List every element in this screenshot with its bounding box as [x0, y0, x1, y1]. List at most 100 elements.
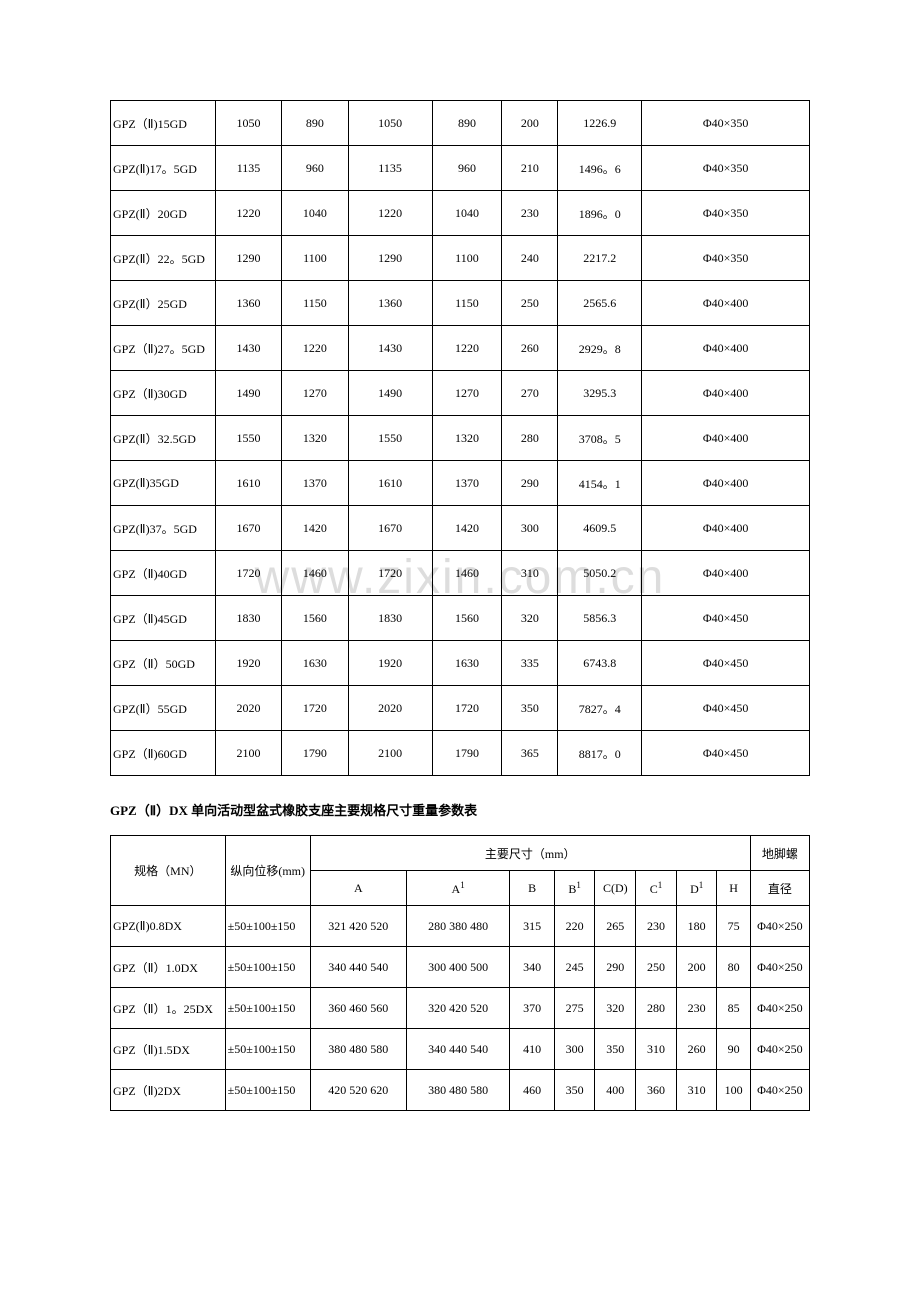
cell: 890	[282, 101, 348, 146]
cell: GPZ(Ⅱ）32.5GD	[111, 416, 216, 461]
col-A: A	[310, 871, 406, 906]
table-dx: 规格（MN） 纵向位移(mm) 主要尺寸（mm） 地脚螺 A A1 B B1 C…	[110, 835, 810, 1111]
cell: 90	[717, 1029, 750, 1070]
cell: 1720	[282, 686, 348, 731]
cell: 340	[510, 947, 554, 988]
cell: ±50±100±150	[225, 988, 310, 1029]
cell: 365	[502, 731, 558, 776]
cell: Φ40×400	[642, 506, 810, 551]
cell: Φ40×400	[642, 326, 810, 371]
cell: 1830	[348, 596, 432, 641]
cell: 1220	[282, 326, 348, 371]
cell: 315	[510, 906, 554, 947]
col-B: B	[510, 871, 554, 906]
cell: 1670	[348, 506, 432, 551]
cell: 230	[636, 906, 677, 947]
table-row: GPZ（Ⅱ）1。25DX±50±100±150360 460 560320 42…	[111, 988, 810, 1029]
cell: GPZ(Ⅱ）55GD	[111, 686, 216, 731]
cell: GPZ(Ⅱ)0.8DX	[111, 906, 226, 947]
cell: 275	[554, 988, 595, 1029]
cell: 1270	[432, 371, 502, 416]
cell: 1550	[348, 416, 432, 461]
cell: ±50±100±150	[225, 906, 310, 947]
cell: 1610	[348, 461, 432, 506]
cell: 1920	[215, 641, 281, 686]
cell: GPZ（Ⅱ）1。25DX	[111, 988, 226, 1029]
cell: 300 400 500	[406, 947, 510, 988]
cell: 320	[595, 988, 636, 1029]
cell: 2217.2	[558, 236, 642, 281]
cell: GPZ(Ⅱ)17。5GD	[111, 146, 216, 191]
cell: 2565.6	[558, 281, 642, 326]
cell: GPZ（Ⅱ)30GD	[111, 371, 216, 416]
table-row: GPZ（Ⅱ)30GD14901270149012702703295.3Φ40×4…	[111, 371, 810, 416]
table-row: GPZ（Ⅱ)15GD105089010508902001226.9Φ40×350	[111, 101, 810, 146]
cell: 1370	[282, 461, 348, 506]
cell: 1150	[282, 281, 348, 326]
cell: ±50±100±150	[225, 1070, 310, 1111]
cell: 1100	[282, 236, 348, 281]
cell: 310	[502, 551, 558, 596]
col-spec: 规格（MN）	[111, 836, 226, 906]
cell: 4154。1	[558, 461, 642, 506]
table-row: GPZ（Ⅱ）50GD19201630192016303356743.8Φ40×4…	[111, 641, 810, 686]
cell: Φ40×400	[642, 281, 810, 326]
cell: 1560	[432, 596, 502, 641]
cell: 1896。0	[558, 191, 642, 236]
cell: ±50±100±150	[225, 947, 310, 988]
cell: 210	[502, 146, 558, 191]
cell: 280	[636, 988, 677, 1029]
cell: 2020	[348, 686, 432, 731]
cell: 100	[717, 1070, 750, 1111]
cell: Φ40×350	[642, 191, 810, 236]
cell: GPZ（Ⅱ)60GD	[111, 731, 216, 776]
cell: Φ40×350	[642, 101, 810, 146]
cell: 1360	[348, 281, 432, 326]
cell: 3708。5	[558, 416, 642, 461]
cell: 1290	[215, 236, 281, 281]
cell: 350	[502, 686, 558, 731]
cell: 890	[432, 101, 502, 146]
cell: 360 460 560	[310, 988, 406, 1029]
cell: 280 380 480	[406, 906, 510, 947]
cell: GPZ(Ⅱ）22。5GD	[111, 236, 216, 281]
cell: 200	[676, 947, 717, 988]
cell: GPZ(Ⅱ）20GD	[111, 191, 216, 236]
table-row: GPZ(Ⅱ）20GD12201040122010402301896。0Φ40×3…	[111, 191, 810, 236]
cell: 3295.3	[558, 371, 642, 416]
cell: Φ40×250	[750, 1029, 809, 1070]
cell: 380 480 580	[310, 1029, 406, 1070]
cell: GPZ(Ⅱ)35GD	[111, 461, 216, 506]
cell: 380 480 580	[406, 1070, 510, 1111]
table-row: GPZ(Ⅱ)35GD16101370161013702904154。1Φ40×4…	[111, 461, 810, 506]
cell: ±50±100±150	[225, 1029, 310, 1070]
cell: 360	[636, 1070, 677, 1111]
cell: Φ40×250	[750, 906, 809, 947]
cell: 6743.8	[558, 641, 642, 686]
cell: Φ40×400	[642, 461, 810, 506]
col-disp: 纵向位移(mm)	[225, 836, 310, 906]
col-A1: A1	[406, 871, 510, 906]
cell: 2929。8	[558, 326, 642, 371]
cell: 1490	[348, 371, 432, 416]
cell: 300	[502, 506, 558, 551]
cell: 320 420 520	[406, 988, 510, 1029]
cell: 420 520 620	[310, 1070, 406, 1111]
cell: 1830	[215, 596, 281, 641]
cell: 1040	[432, 191, 502, 236]
cell: 1430	[348, 326, 432, 371]
cell: 1100	[432, 236, 502, 281]
cell: 245	[554, 947, 595, 988]
col-B1: B1	[554, 871, 595, 906]
table-row: GPZ（Ⅱ)1.5DX±50±100±150380 480 580340 440…	[111, 1029, 810, 1070]
cell: 960	[432, 146, 502, 191]
cell: 1496。6	[558, 146, 642, 191]
cell: 7827。4	[558, 686, 642, 731]
cell: 220	[554, 906, 595, 947]
cell: Φ40×450	[642, 686, 810, 731]
cell: Φ40×350	[642, 146, 810, 191]
cell: 180	[676, 906, 717, 947]
cell: Φ40×450	[642, 641, 810, 686]
cell: Φ40×250	[750, 947, 809, 988]
cell: 260	[676, 1029, 717, 1070]
